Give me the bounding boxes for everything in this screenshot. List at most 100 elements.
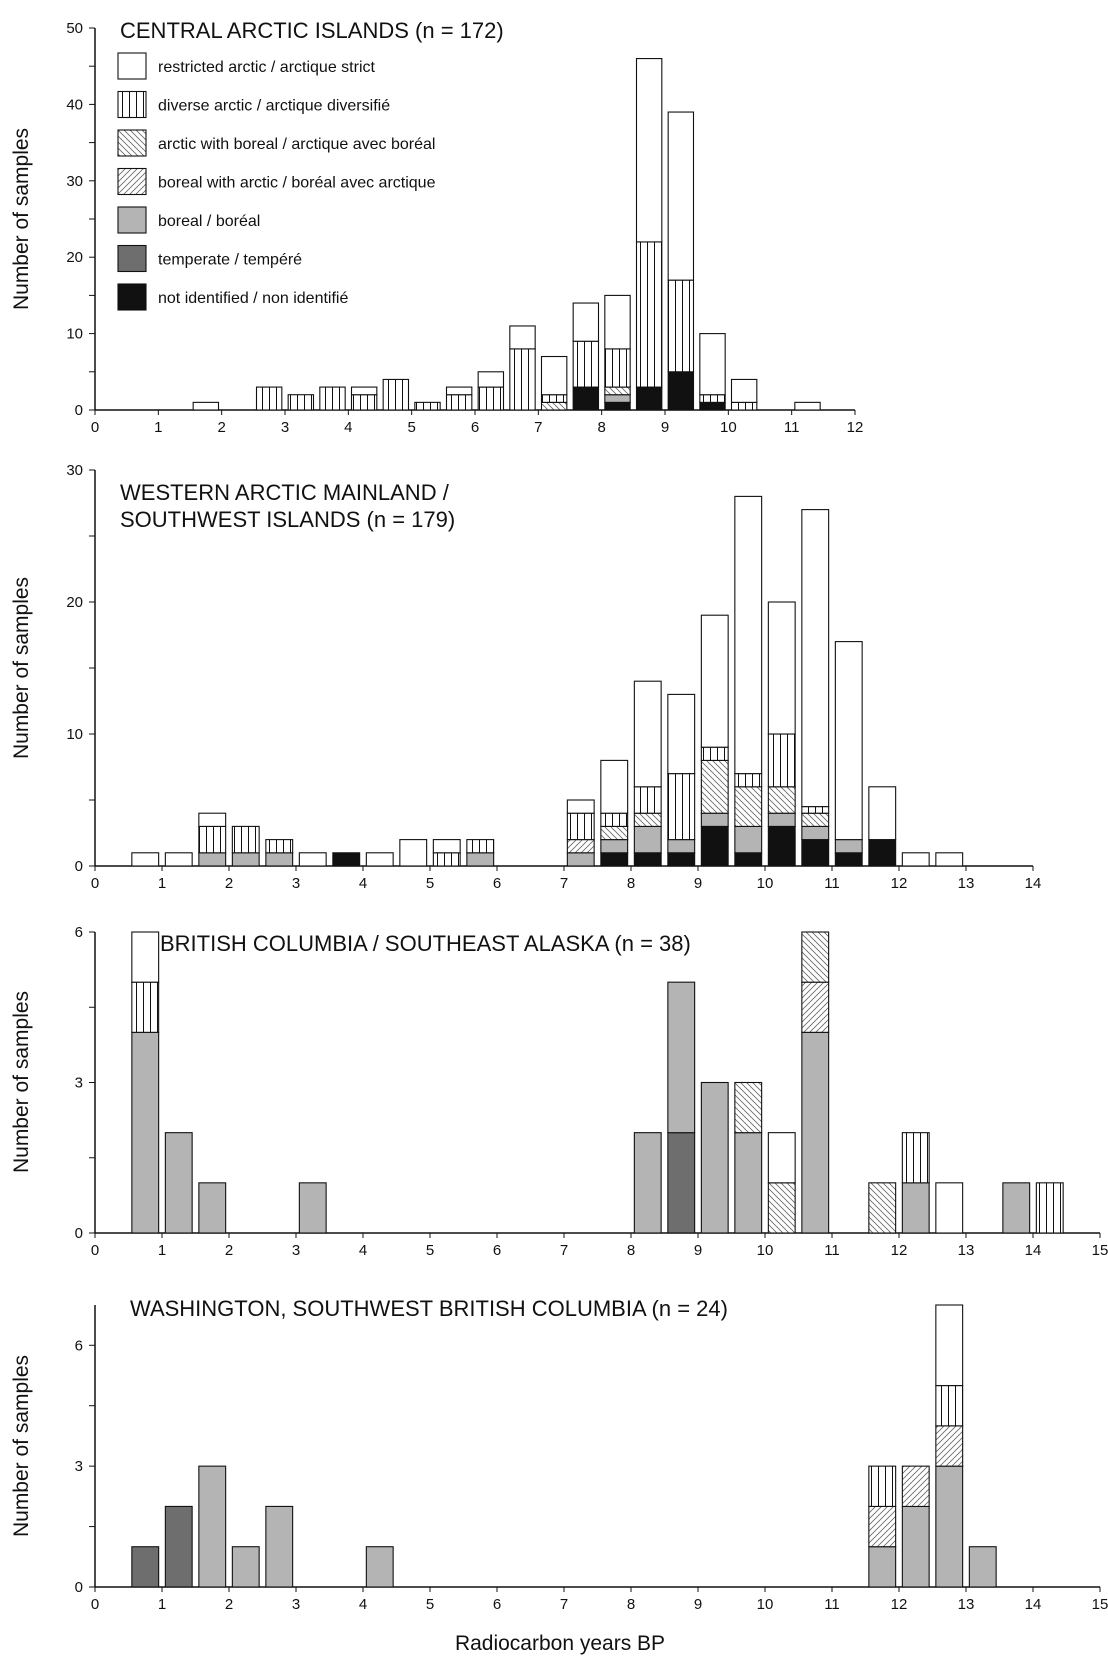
legend: restricted arctic / arctique strict diver… [117,52,436,311]
bar-segment-diverse [935,1385,964,1427]
bar-segment-diverse [350,394,378,411]
bar-segment-restricted [730,378,758,403]
x-tick-label: 9 [694,1242,702,1259]
x-tick-label: 15 [1092,1596,1108,1613]
bar-segment-boreal [633,1132,662,1234]
bar-segment-restricted [540,355,568,396]
x-tick-label: 4 [359,875,367,892]
panel-title: BRITISH COLUMBIA / SOUTHEAST ALASKA (n =… [160,931,691,956]
x-tick-label: 11 [824,1242,840,1259]
bar-segment-boreal [198,1182,227,1234]
y-tick-label: 30 [66,173,83,190]
x-tick-label: 6 [471,419,479,436]
bar-segment-boreal [164,1132,193,1234]
bar-segment-diverse [700,746,729,761]
bar-segment-unidentified [767,825,796,867]
bar-segment-arctic-boreal [734,786,763,827]
bar-segment-boreal [734,1132,763,1234]
bar-segment-boreal [231,1546,260,1588]
x-tick-label: 7 [560,875,568,892]
bar-segment-diverse [414,401,441,411]
x-tick-label: 7 [560,1242,568,1259]
bar-segment-boreal [600,839,629,854]
x-tick-label: 1 [158,875,166,892]
bar-segment-boreal [935,1465,964,1588]
bar-segment-restricted [509,325,536,350]
bar-segment-arctic-boreal [540,401,568,411]
x-tick-label: 4 [359,1242,367,1259]
bar-segment-boreal [298,1182,327,1234]
legend-label: restricted arctic / arctique strict [158,59,376,76]
bar-segment-restricted [399,839,428,867]
bar-segment-restricted [935,852,964,867]
x-tick-label: 5 [426,875,434,892]
x-tick-label: 8 [627,875,635,892]
x-tick-label: 0 [91,875,99,892]
x-tick-label: 3 [292,875,300,892]
bar-segment-diverse [382,378,410,411]
bar-segment-boreal [767,812,796,827]
bar-segment-restricted [131,852,160,867]
y-axis-title: Number of samples [10,128,33,310]
bar-segment-arctic-boreal [600,825,629,841]
bar-segment-boreal-arctic [801,981,830,1033]
bar-segment-diverse [477,386,505,411]
x-tick-label: 3 [281,419,289,436]
bar-segment-restricted [794,401,821,411]
bar-segment-restricted [767,1132,796,1184]
y-tick-label: 50 [66,20,83,37]
y-tick-label: 40 [66,96,83,113]
y-axis-title: Number of samples [10,991,33,1173]
bar-segment-unidentified [572,386,600,411]
bar-segment-restricted [935,1304,964,1387]
bar-segment-restricted [700,614,729,748]
bar-segment-diverse [231,825,260,854]
legend-swatch-restricted [117,52,147,80]
y-tick-label: 0 [75,1225,83,1242]
bar-segment-boreal [901,1182,930,1234]
x-tick-label: 12 [891,1242,908,1259]
bar-segment-restricted [935,1182,964,1234]
panel-title: WESTERN ARCTIC MAINLAND / [120,480,450,505]
bar-segment-arctic-boreal [734,1081,763,1134]
bar-segment-temperate [667,1132,696,1234]
x-tick-label: 2 [225,1242,233,1259]
bar-segment-boreal [365,1546,394,1588]
bar-segment-boreal [700,812,729,827]
x-tick-label: 5 [426,1242,434,1259]
panel-title: SOUTHWEST ISLANDS (n = 179) [120,507,455,532]
x-tick-label: 14 [1025,1242,1042,1259]
panel-title: CENTRAL ARCTIC ISLANDS (n = 172) [120,18,504,43]
x-tick-label: 5 [407,419,415,436]
legend-label: temperate / tempéré [158,252,302,269]
x-tick-label: 3 [292,1596,300,1613]
bar-segment-diverse [1035,1182,1064,1234]
bar-segment-diverse [198,825,227,854]
y-tick-label: 6 [75,924,83,941]
bar-segment-restricted [635,58,663,243]
legend-swatch-boreal [117,206,147,234]
x-tick-label: 11 [824,875,840,892]
x-tick-label: 2 [225,1596,233,1613]
bar-segment-restricted [477,371,505,388]
bar-segment-boreal-arctic [868,1505,897,1548]
bar-segment-restricted [365,852,394,867]
x-tick-label: 12 [847,419,864,436]
bar-segment-boreal [801,1031,830,1234]
y-tick-label: 6 [75,1337,83,1354]
bar-segment-unidentified [667,371,695,411]
x-tick-label: 2 [217,419,225,436]
bar-segment-restricted [164,852,193,867]
y-tick-label: 30 [66,462,83,479]
bar-segment-restricted [801,509,830,808]
bar-segment-diverse [730,401,758,411]
bar-segment-restricted [604,294,631,350]
bar-segment-diverse [633,786,662,814]
bar-segment-boreal [667,839,696,854]
bar-segment-restricted [633,680,662,788]
bar-segment-restricted [767,601,796,735]
legend-swatch-boreal-arctic [117,167,147,196]
